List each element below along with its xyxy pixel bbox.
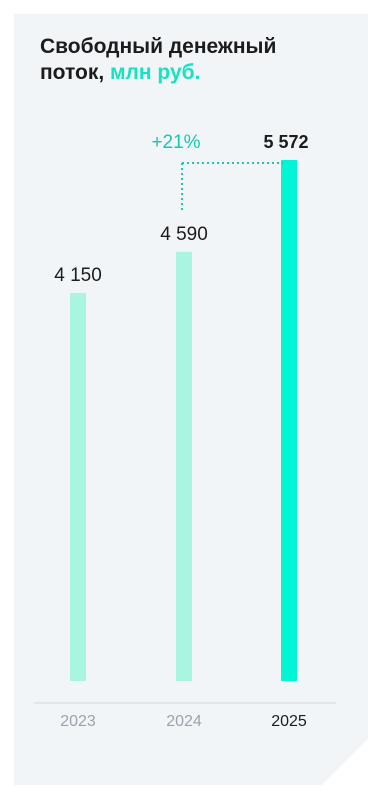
title-unit: млн руб. [110,61,201,84]
category-label-2023: 2023 [60,713,96,730]
growth-annotation: +21% [151,132,200,153]
bar-2023 [70,292,86,681]
category-label-2025: 2025 [271,713,307,730]
chart-title: Свободный денежный поток, млн руб. [40,34,340,86]
category-label-2024: 2024 [166,713,202,730]
bar-2024 [176,251,192,681]
value-label-2023: 4 150 [54,265,102,286]
title-main: Свободный денежный поток, [40,35,277,84]
value-label-2024: 4 590 [160,224,208,245]
bar-2025 [281,160,297,681]
value-label-2025: 5 572 [263,132,308,152]
